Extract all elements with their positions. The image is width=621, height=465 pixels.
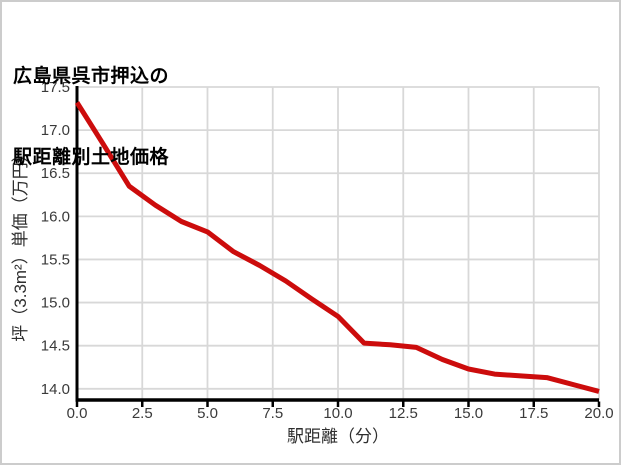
- y-tick-label: 16.0: [41, 208, 70, 225]
- x-tick-label: 5.0: [197, 405, 218, 422]
- y-tick-label: 15.0: [41, 295, 70, 312]
- x-tick-label: 17.5: [519, 405, 548, 422]
- y-axis-title: 坪（3.3m²）単価（万円）: [11, 145, 30, 341]
- chart-title-line1: 広島県呉市押込の: [13, 66, 170, 87]
- price-line-series: [74, 101, 600, 394]
- x-tick-label: 2.5: [132, 405, 153, 422]
- x-tick-label: 0.0: [67, 405, 88, 422]
- x-tick-label: 10.0: [323, 405, 352, 422]
- chart-title: 広島県呉市押込の 駅距離別土地価格: [13, 9, 169, 225]
- chart-title-line2: 駅距離別土地価格: [13, 147, 170, 168]
- x-tick-label: 7.5: [262, 405, 283, 422]
- x-tick-label: 12.5: [389, 405, 418, 422]
- x-axis-title: 駅距離（分）: [287, 427, 389, 446]
- y-tick-label: 14.0: [41, 381, 70, 398]
- y-tick-label: 14.5: [41, 338, 70, 355]
- y-tick-label: 17.0: [41, 122, 70, 139]
- y-tick-label: 16.5: [41, 165, 70, 182]
- x-tick-label: 20.0: [584, 405, 613, 422]
- y-tick-label: 17.5: [41, 79, 70, 96]
- x-tick-label: 15.0: [454, 405, 483, 422]
- y-tick-label: 15.5: [41, 251, 70, 268]
